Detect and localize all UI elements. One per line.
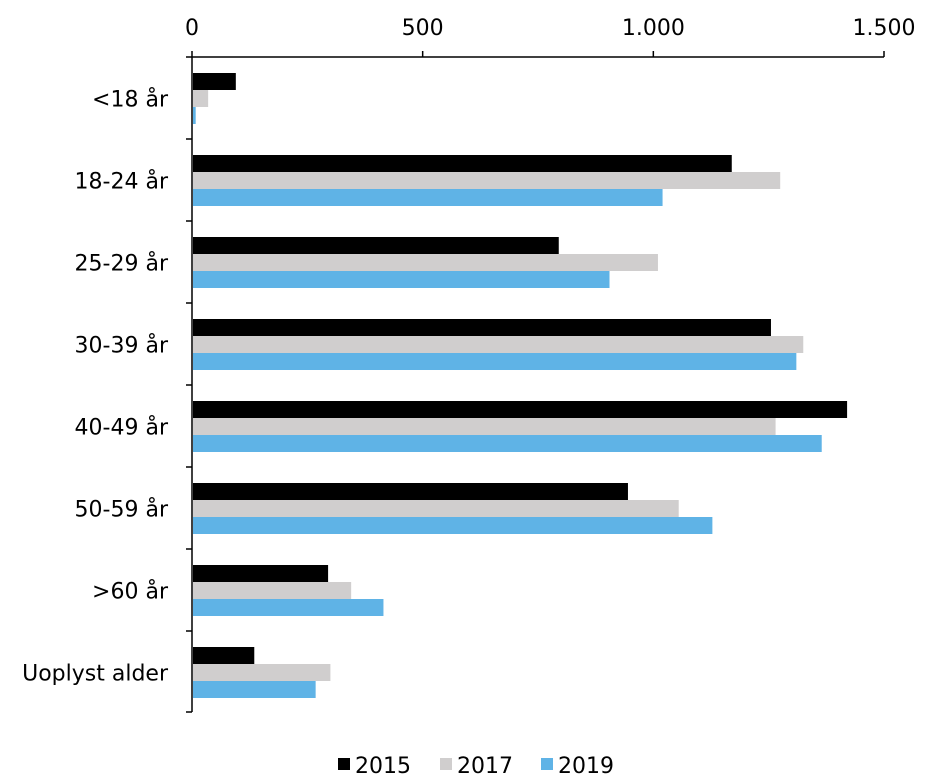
bar-2015 <box>193 319 771 336</box>
bar-2019 <box>193 271 610 288</box>
bar-2017 <box>193 500 679 517</box>
category-label: 50-59 år <box>75 497 169 523</box>
legend-swatch-2015 <box>338 758 350 770</box>
x-axis: 0 500 1.000 1.500 <box>185 16 916 58</box>
bar-2015 <box>193 565 329 582</box>
bar-2017 <box>193 336 804 353</box>
legend-swatch-2017 <box>440 758 452 770</box>
y-axis: <18 år 18-24 år 25-29 år 30-39 år 40-49 år 50… <box>22 56 193 713</box>
category-label: <18 år <box>92 87 169 113</box>
bar-2015 <box>193 155 732 172</box>
legend-swatch-2019 <box>541 758 553 770</box>
bar-2017 <box>193 418 776 435</box>
bar-2019 <box>193 107 196 124</box>
bar-2015 <box>193 237 559 254</box>
legend-label: 2015 <box>355 754 411 776</box>
bar-2015 <box>193 401 848 418</box>
legend-label: 2019 <box>558 754 614 776</box>
bar-2017 <box>193 664 331 681</box>
bar-2019 <box>193 681 316 698</box>
x-tick-label: 500 <box>402 16 444 41</box>
bars <box>193 73 848 698</box>
category-label: 30-39 år <box>75 333 169 359</box>
bar-2017 <box>193 254 658 271</box>
legend: 2015 2017 2019 <box>338 754 614 776</box>
legend-label: 2017 <box>457 754 513 776</box>
x-tick-label: 1.000 <box>622 16 685 41</box>
category-label: 25-29 år <box>75 251 169 277</box>
bar-2019 <box>193 599 384 616</box>
category-label: 18-24 år <box>75 169 169 195</box>
x-tick-label: 0 <box>185 16 199 41</box>
bar-2017 <box>193 172 781 189</box>
bar-2015 <box>193 647 255 664</box>
bar-2015 <box>193 483 628 500</box>
bar-2019 <box>193 189 663 206</box>
bar-2019 <box>193 353 797 370</box>
x-tick-label: 1.500 <box>853 16 916 41</box>
category-label: >60 år <box>92 579 169 605</box>
bar-2019 <box>193 517 713 534</box>
category-label: 40-49 år <box>75 415 169 441</box>
category-label: Uoplyst alder <box>22 662 169 687</box>
bar-2017 <box>193 90 209 107</box>
bar-2019 <box>193 435 822 452</box>
bar-2015 <box>193 73 236 90</box>
bar-2017 <box>193 582 352 599</box>
